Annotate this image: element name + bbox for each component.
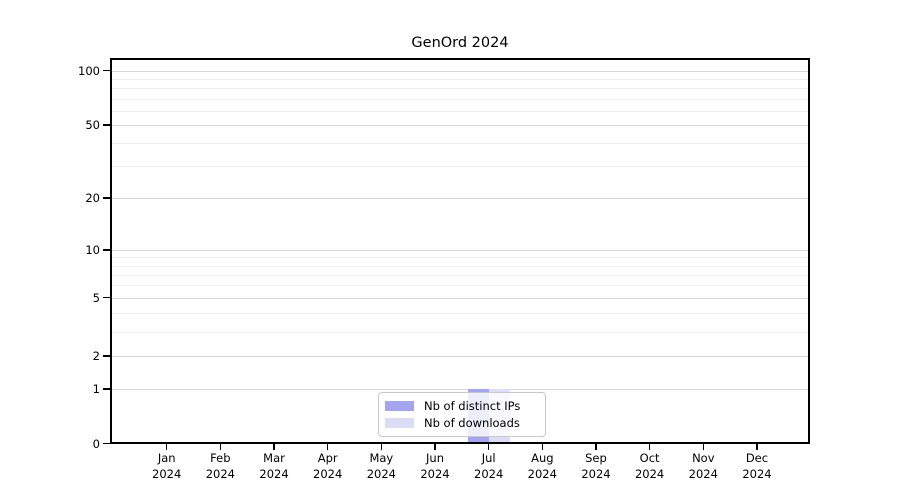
y-tick-mark (103, 197, 110, 199)
minor-gridline (112, 312, 808, 314)
legend-swatch-downloads (385, 418, 414, 428)
x-tick-label: Mar 2024 (259, 451, 289, 481)
y-tick-mark (103, 388, 110, 390)
x-tick-mark (541, 444, 544, 450)
chart-title: GenOrd 2024 (411, 35, 509, 51)
x-tick-label: Jan 2024 (152, 451, 182, 481)
legend-swatch-distinct-ips (385, 401, 414, 411)
x-tick-label: May 2024 (366, 451, 396, 481)
y-tick-label: 10 (85, 243, 100, 257)
x-tick-mark (219, 444, 222, 450)
legend-item-downloads: Nb of downloads (385, 415, 539, 430)
minor-gridline (112, 257, 808, 259)
x-tick-label: Apr 2024 (313, 451, 343, 481)
x-tick-mark (273, 444, 275, 450)
minor-gridline (112, 98, 808, 100)
x-tick-mark (648, 444, 651, 450)
x-tick-label: Feb 2024 (205, 451, 235, 481)
x-tick-mark (434, 444, 436, 450)
legend: Nb of distinct IPs Nb of downloads (378, 392, 546, 437)
y-tick-mark (103, 69, 110, 72)
x-tick-mark (380, 444, 383, 450)
minor-gridline (112, 265, 808, 267)
y-tick-mark (103, 355, 110, 357)
major-gridline (112, 356, 808, 357)
y-tick-label: 50 (85, 118, 100, 132)
minor-gridline (112, 88, 808, 90)
plot-inner (112, 60, 808, 442)
x-tick-label: Dec 2024 (742, 451, 772, 481)
x-tick-label: Jul 2024 (474, 451, 504, 481)
legend-item-distinct-ips: Nb of distinct IPs (385, 398, 539, 413)
major-gridline (112, 389, 808, 390)
minor-gridline (112, 331, 808, 333)
y-tick-mark (103, 442, 110, 445)
legend-label-downloads: Nb of downloads (424, 415, 520, 430)
x-tick-mark (595, 444, 597, 450)
major-gridline (112, 70, 808, 72)
plot-area (110, 58, 810, 444)
x-tick-mark (326, 444, 329, 450)
y-tick-label: 5 (92, 290, 100, 305)
minor-gridline (112, 142, 808, 144)
x-tick-mark (702, 444, 705, 450)
y-tick-label: 20 (85, 191, 100, 205)
minor-gridline (112, 165, 808, 167)
x-tick-label: Sep 2024 (581, 451, 611, 481)
x-tick-label: Nov 2024 (688, 451, 718, 481)
x-tick-label: Oct 2024 (634, 451, 665, 481)
major-gridline (112, 297, 808, 299)
major-gridline (112, 250, 808, 251)
y-tick-label: 2 (92, 349, 100, 363)
y-tick-mark (103, 249, 110, 251)
y-tick-label: 100 (78, 63, 100, 78)
x-tick-mark (165, 444, 168, 450)
legend-label-distinct-ips: Nb of distinct IPs (424, 398, 521, 413)
x-tick-mark (756, 444, 758, 450)
minor-gridline (112, 285, 808, 287)
x-tick-label: Jun 2024 (420, 451, 450, 481)
y-tick-label: 0 (92, 436, 100, 451)
y-tick-mark (103, 296, 110, 299)
major-gridline (112, 125, 808, 126)
y-tick-mark (103, 124, 110, 126)
minor-gridline (112, 78, 808, 80)
minor-gridline (112, 274, 808, 276)
x-tick-mark (487, 444, 490, 450)
y-tick-label: 1 (92, 382, 100, 396)
minor-gridline (112, 110, 808, 112)
x-tick-label: Aug 2024 (527, 451, 557, 481)
major-gridline (112, 198, 808, 199)
